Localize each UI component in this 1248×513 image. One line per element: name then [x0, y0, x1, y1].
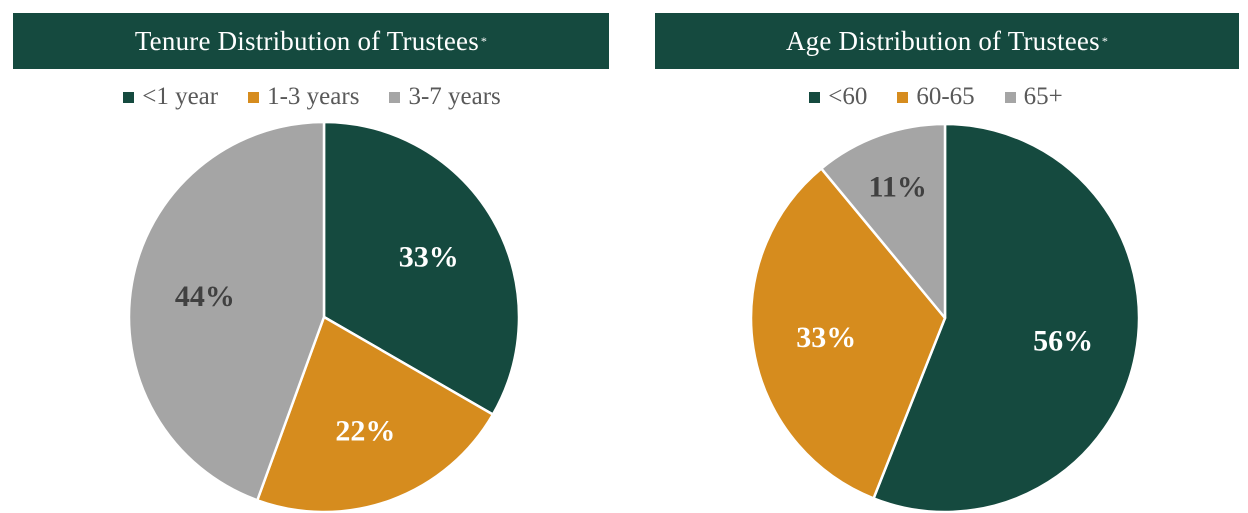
legend-swatch — [897, 91, 909, 103]
legend-swatch — [389, 91, 401, 103]
age-chart-panel: Age Distribution of Trustees * <60 60-65 … — [624, 0, 1248, 513]
legend-label: 3-7 years — [408, 83, 501, 110]
slice-data-label: 56% — [1033, 325, 1093, 358]
chart-title-bar: Tenure Distribution of Trustees * — [13, 13, 609, 69]
legend-item: 60-65 — [897, 83, 975, 111]
legend-item: <1 year — [123, 83, 218, 111]
legend-item: 3-7 years — [389, 83, 501, 111]
legend-item: 1-3 years — [248, 83, 359, 111]
legend-item: 65+ — [1004, 83, 1063, 111]
pie-slice — [820, 122, 947, 320]
pie-slice — [749, 167, 947, 500]
chart-title-footnote-mark: * — [480, 33, 488, 48]
pie-chart: 33% 22% 44% — [127, 120, 521, 513]
pie-chart: 56% 33% 11% — [749, 122, 1141, 513]
pie-slice — [322, 120, 521, 416]
legend-swatch — [1004, 91, 1016, 103]
slice-data-label: 33% — [399, 241, 459, 274]
pie-slice — [256, 315, 495, 513]
legend-label: <60 — [828, 83, 868, 110]
slice-data-label: 33% — [796, 321, 856, 354]
chart-title: Age Distribution of Trustees — [785, 25, 1100, 56]
slice-data-label: 11% — [869, 171, 927, 204]
chart-title-bar: Age Distribution of Trustees * — [655, 13, 1239, 69]
legend-swatch — [248, 91, 260, 103]
chart-title-footnote-mark: * — [1101, 33, 1109, 48]
chart-legend: <1 year 1-3 years 3-7 years — [0, 78, 624, 116]
legend-label: <1 year — [142, 83, 219, 110]
legend-label: 65+ — [1023, 83, 1063, 110]
chart-title: Tenure Distribution of Trustees — [134, 25, 479, 56]
pie-slice — [872, 122, 1141, 513]
pie-slice — [127, 120, 326, 502]
legend-label: 60-65 — [916, 83, 975, 110]
legend-item: <60 — [809, 83, 867, 111]
legend-swatch — [123, 91, 135, 103]
chart-legend: <60 60-65 65+ — [624, 78, 1248, 116]
slice-data-label: 22% — [335, 415, 395, 448]
slice-data-label: 44% — [175, 280, 235, 313]
legend-swatch — [809, 91, 821, 103]
tenure-chart-panel: Tenure Distribution of Trustees * <1 year… — [0, 13, 624, 513]
legend-label: 1-3 years — [267, 83, 360, 110]
